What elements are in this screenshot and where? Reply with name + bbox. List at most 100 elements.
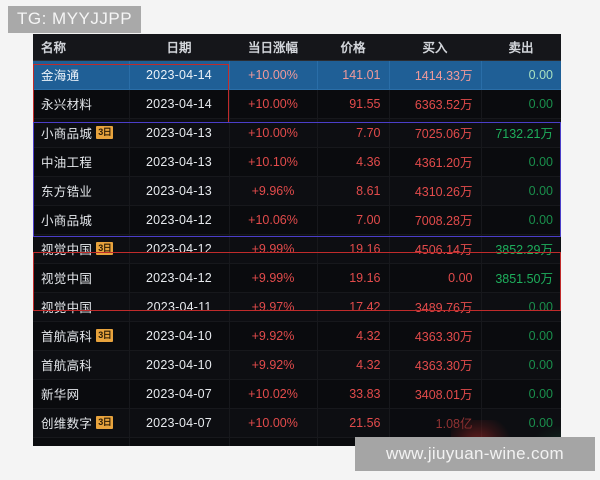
cell-buy-amount[interactable]: 4310.26万: [389, 176, 482, 206]
cell-date[interactable]: 2023-04-13: [129, 147, 230, 177]
cell-sell-amount[interactable]: 3852.29万: [481, 234, 561, 264]
cell-buy-amount[interactable]: 3489.76万: [389, 292, 482, 322]
column-header-buy[interactable]: 买入: [389, 34, 481, 61]
three-day-badge: 3日: [96, 329, 114, 342]
cell-sell-amount[interactable]: 0.00: [481, 292, 561, 322]
cell-date[interactable]: 2023-04-14: [129, 60, 230, 90]
cell-date[interactable]: 2023-04-14: [129, 89, 230, 119]
cell-stock-name[interactable]: 永兴材料: [33, 89, 130, 119]
cell-price[interactable]: 4.36: [317, 147, 390, 177]
cell-stock-name[interactable]: 金海通: [33, 60, 130, 90]
cell-date[interactable]: 2023-04-11: [129, 292, 230, 322]
cell-change[interactable]: +9.97%: [229, 292, 318, 322]
cell-stock-name[interactable]: 新华网: [33, 379, 130, 409]
cell-price[interactable]: 33.83: [317, 379, 390, 409]
cell-stock-name[interactable]: 视觉中国: [33, 292, 130, 322]
cell-change[interactable]: +10.00%: [229, 89, 318, 119]
cell-date[interactable]: 2023-04-13: [129, 118, 230, 148]
cell-buy-amount[interactable]: 1414.33万: [389, 60, 482, 90]
cell-price[interactable]: 4.32: [317, 350, 390, 380]
cell-buy-amount[interactable]: 3408.01万: [389, 379, 482, 409]
cell-buy-amount[interactable]: 0.00: [389, 263, 482, 293]
cell-change[interactable]: +10.00%: [229, 408, 318, 438]
table-row[interactable]: 金海通 2023-04-14 +10.00% 141.01 1414.33万 0.00: [33, 60, 561, 90]
cell-price[interactable]: 8.61: [317, 176, 390, 206]
cell-sell-amount[interactable]: 0.00: [481, 350, 561, 380]
cell-buy-amount[interactable]: 4361.20万: [389, 147, 482, 177]
table-row[interactable]: 首航高科 3日 2023-04-10 +9.92% 4.32 4363.30万 0.00: [33, 321, 561, 351]
cell-change[interactable]: +9.92%: [229, 321, 318, 351]
column-header-sell[interactable]: 卖出: [481, 34, 561, 61]
cell-date[interactable]: 2023-04-13: [129, 176, 230, 206]
cell-change[interactable]: +9.92%: [229, 350, 318, 380]
cell-sell-amount[interactable]: 0.00: [481, 147, 561, 177]
cell-price[interactable]: 7.70: [317, 118, 390, 148]
column-header-date[interactable]: 日期: [129, 34, 229, 61]
cell-date[interactable]: 2023-04-07: [129, 437, 230, 446]
cell-change[interactable]: +9.99%: [229, 234, 318, 264]
table-row[interactable]: 视觉中国 3日 2023-04-12 +9.99% 19.16 4506.14万 3852.…: [33, 234, 561, 264]
cell-sell-amount[interactable]: 7132.21万: [481, 118, 561, 148]
column-header-name[interactable]: 名称: [33, 34, 129, 61]
stock-name-label: 创维数字: [41, 417, 93, 431]
table-row[interactable]: 新华网 2023-04-07 +10.02% 33.83 3408.01万 0.00: [33, 379, 561, 409]
table-row[interactable]: 视觉中国 2023-04-12 +9.99% 19.16 0.00 3851.50万: [33, 263, 561, 293]
table-row[interactable]: 永兴材料 2023-04-14 +10.00% 91.55 6363.52万 0.00: [33, 89, 561, 119]
cell-date[interactable]: 2023-04-12: [129, 205, 230, 235]
cell-date[interactable]: 2023-04-07: [129, 408, 230, 438]
cell-date[interactable]: 2023-04-10: [129, 350, 230, 380]
cell-price[interactable]: 4.32: [317, 321, 390, 351]
table-row[interactable]: 首航高科 2023-04-10 +9.92% 4.32 4363.30万 0.00: [33, 350, 561, 380]
cell-change[interactable]: +9.99%: [229, 263, 318, 293]
column-header-change[interactable]: 当日涨幅: [229, 34, 317, 61]
cell-stock-name[interactable]: 视觉中国: [33, 263, 130, 293]
cell-stock-name[interactable]: 创维数字: [33, 437, 130, 446]
cell-change[interactable]: +10.00%: [229, 437, 318, 446]
cell-date[interactable]: 2023-04-10: [129, 321, 230, 351]
cell-stock-name[interactable]: 视觉中国 3日: [33, 234, 130, 264]
cell-price[interactable]: 91.55: [317, 89, 390, 119]
cell-change[interactable]: +10.02%: [229, 379, 318, 409]
cell-change[interactable]: +10.00%: [229, 118, 318, 148]
column-header-price[interactable]: 价格: [317, 34, 389, 61]
cell-sell-amount[interactable]: 0.00: [481, 379, 561, 409]
cell-buy-amount[interactable]: 4363.30万: [389, 321, 482, 351]
cell-price[interactable]: 141.01: [317, 60, 390, 90]
stock-name-label: 视觉中国: [41, 243, 93, 257]
cell-stock-name[interactable]: 小商品城 3日: [33, 118, 130, 148]
cell-date[interactable]: 2023-04-12: [129, 234, 230, 264]
cell-date[interactable]: 2023-04-07: [129, 379, 230, 409]
cell-price[interactable]: 19.16: [317, 263, 390, 293]
table-row[interactable]: 东方锆业 2023-04-13 +9.96% 8.61 4310.26万 0.00: [33, 176, 561, 206]
table-row[interactable]: 视觉中国 2023-04-11 +9.97% 17.42 3489.76万 0.00: [33, 292, 561, 322]
cell-sell-amount[interactable]: 0.00: [481, 89, 561, 119]
cell-change[interactable]: +10.06%: [229, 205, 318, 235]
cell-buy-amount[interactable]: 4506.14万: [389, 234, 482, 264]
cell-sell-amount[interactable]: 0.00: [481, 176, 561, 206]
cell-date[interactable]: 2023-04-12: [129, 263, 230, 293]
cell-price[interactable]: 7.00: [317, 205, 390, 235]
table-row[interactable]: 中油工程 2023-04-13 +10.10% 4.36 4361.20万 0.00: [33, 147, 561, 177]
cell-buy-amount[interactable]: 6363.52万: [389, 89, 482, 119]
cell-stock-name[interactable]: 中油工程: [33, 147, 130, 177]
cell-stock-name[interactable]: 创维数字 3日: [33, 408, 130, 438]
cell-stock-name[interactable]: 首航高科 3日: [33, 321, 130, 351]
cell-buy-amount[interactable]: 7008.28万: [389, 205, 482, 235]
cell-stock-name[interactable]: 小商品城: [33, 205, 130, 235]
cell-change[interactable]: +10.10%: [229, 147, 318, 177]
cell-price[interactable]: 17.42: [317, 292, 390, 322]
cell-sell-amount[interactable]: 0.00: [481, 60, 561, 90]
cell-change[interactable]: +10.00%: [229, 60, 318, 90]
cell-price[interactable]: 21.56: [317, 408, 390, 438]
table-row[interactable]: 小商品城 3日 2023-04-13 +10.00% 7.70 7025.06万 7132.…: [33, 118, 561, 148]
cell-price[interactable]: 19.16: [317, 234, 390, 264]
cell-buy-amount[interactable]: 7025.06万: [389, 118, 482, 148]
cell-change[interactable]: +9.96%: [229, 176, 318, 206]
table-row[interactable]: 小商品城 2023-04-12 +10.06% 7.00 7008.28万 0.00: [33, 205, 561, 235]
cell-sell-amount[interactable]: 0.00: [481, 205, 561, 235]
cell-sell-amount[interactable]: 3851.50万: [481, 263, 561, 293]
cell-buy-amount[interactable]: 4363.30万: [389, 350, 482, 380]
cell-stock-name[interactable]: 首航高科: [33, 350, 130, 380]
cell-sell-amount[interactable]: 0.00: [481, 321, 561, 351]
cell-stock-name[interactable]: 东方锆业: [33, 176, 130, 206]
